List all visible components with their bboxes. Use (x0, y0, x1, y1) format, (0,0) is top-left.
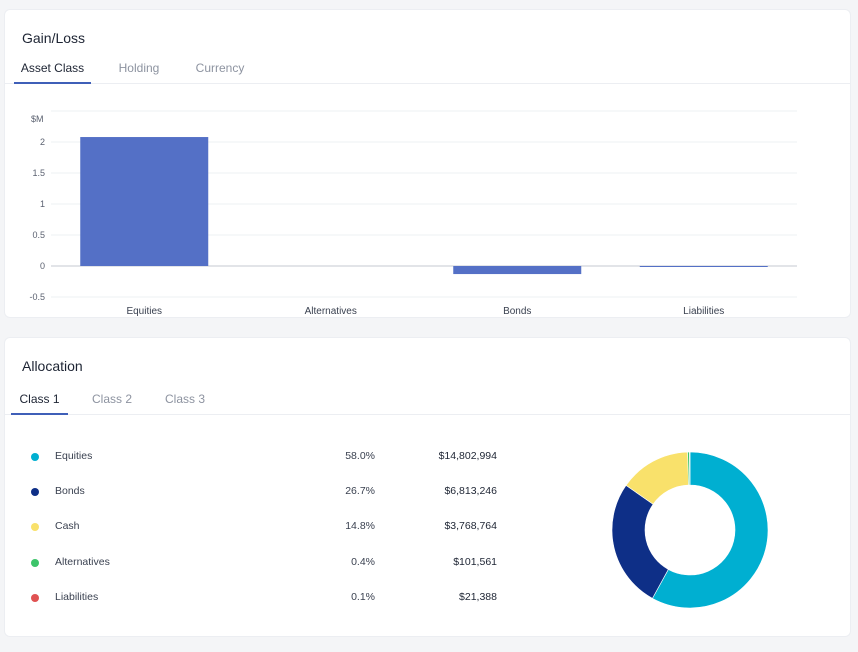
y-tick-label: 0 (40, 261, 45, 271)
bar-bonds[interactable] (453, 266, 582, 275)
allocation-value: $101,561 (453, 556, 497, 568)
allocation-percent: 58.0% (345, 450, 375, 462)
y-tick-label: -0.5 (29, 292, 45, 302)
allocation-name: Equities (55, 450, 93, 462)
allocation-row-liabilities: Liabilities 0.1% $21,388 (5, 588, 525, 608)
allocation-name: Alternatives (55, 556, 110, 568)
x-category-label: Bonds (503, 306, 531, 317)
y-tick-label: 1 (40, 199, 45, 209)
tab-class-3[interactable]: Class 3 (164, 392, 205, 406)
allocation-value: $3,768,764 (444, 520, 497, 532)
allocation-value: $6,813,246 (444, 485, 497, 497)
bar-liabilities[interactable] (639, 266, 768, 267)
gain-loss-title: Gain/Loss (22, 30, 86, 46)
bar-equities[interactable] (80, 137, 209, 266)
gain-loss-card: Gain/Loss Asset Class Holding Currency $… (4, 9, 851, 318)
tab-currency[interactable]: Currency (195, 61, 245, 75)
donut-slice-bonds[interactable] (611, 484, 669, 599)
y-unit-label: $M (31, 114, 44, 124)
allocation-title: Allocation (22, 358, 83, 374)
y-tick-label: 2 (40, 137, 45, 147)
x-category-label: Alternatives (305, 306, 357, 317)
allocation-percent: 26.7% (345, 485, 375, 497)
allocation-name: Cash (55, 520, 80, 532)
allocation-name: Bonds (55, 485, 85, 497)
y-tick-label: 0.5 (32, 230, 45, 240)
allocation-row-equities: Equities 58.0% $14,802,994 (5, 447, 525, 467)
gain-loss-tabs: Asset Class Holding Currency (5, 54, 850, 84)
equities-dot-icon (31, 453, 39, 461)
allocation-name: Liabilities (55, 591, 99, 603)
donut-slice-equities[interactable] (652, 451, 769, 609)
allocation-row-bonds: Bonds 26.7% $6,813,246 (5, 482, 525, 502)
allocation-value: $14,802,994 (438, 450, 497, 462)
x-category-label: Equities (126, 306, 162, 317)
bonds-dot-icon (31, 488, 39, 496)
tab-asset-class[interactable]: Asset Class (14, 54, 91, 84)
allocation-row-alternatives: Alternatives 0.4% $101,561 (5, 553, 525, 573)
allocation-percent: 14.8% (345, 520, 375, 532)
allocation-tabs: Class 1 Class 2 Class 3 (5, 385, 850, 415)
allocation-card: Allocation Class 1 Class 2 Class 3 Equit… (4, 337, 851, 637)
alternatives-dot-icon (31, 559, 39, 567)
tab-class-2[interactable]: Class 2 (91, 392, 132, 406)
allocation-percent: 0.1% (351, 591, 375, 603)
cash-dot-icon (31, 523, 39, 531)
allocation-row-cash: Cash 14.8% $3,768,764 (5, 517, 525, 537)
liabilities-dot-icon (31, 594, 39, 602)
allocation-value: $21,388 (459, 591, 497, 603)
gain-loss-bar-chart: $M 2 1.5 1 0.5 0 -0.5 Equities Alternatives Bonds… (29, 110, 797, 317)
allocation-percent: 0.4% (351, 556, 375, 568)
tab-class-1[interactable]: Class 1 (11, 385, 68, 415)
allocation-donut-chart (611, 451, 769, 609)
x-category-label: Liabilities (683, 306, 724, 317)
tab-holding[interactable]: Holding (118, 61, 160, 75)
y-tick-label: 1.5 (32, 168, 45, 178)
